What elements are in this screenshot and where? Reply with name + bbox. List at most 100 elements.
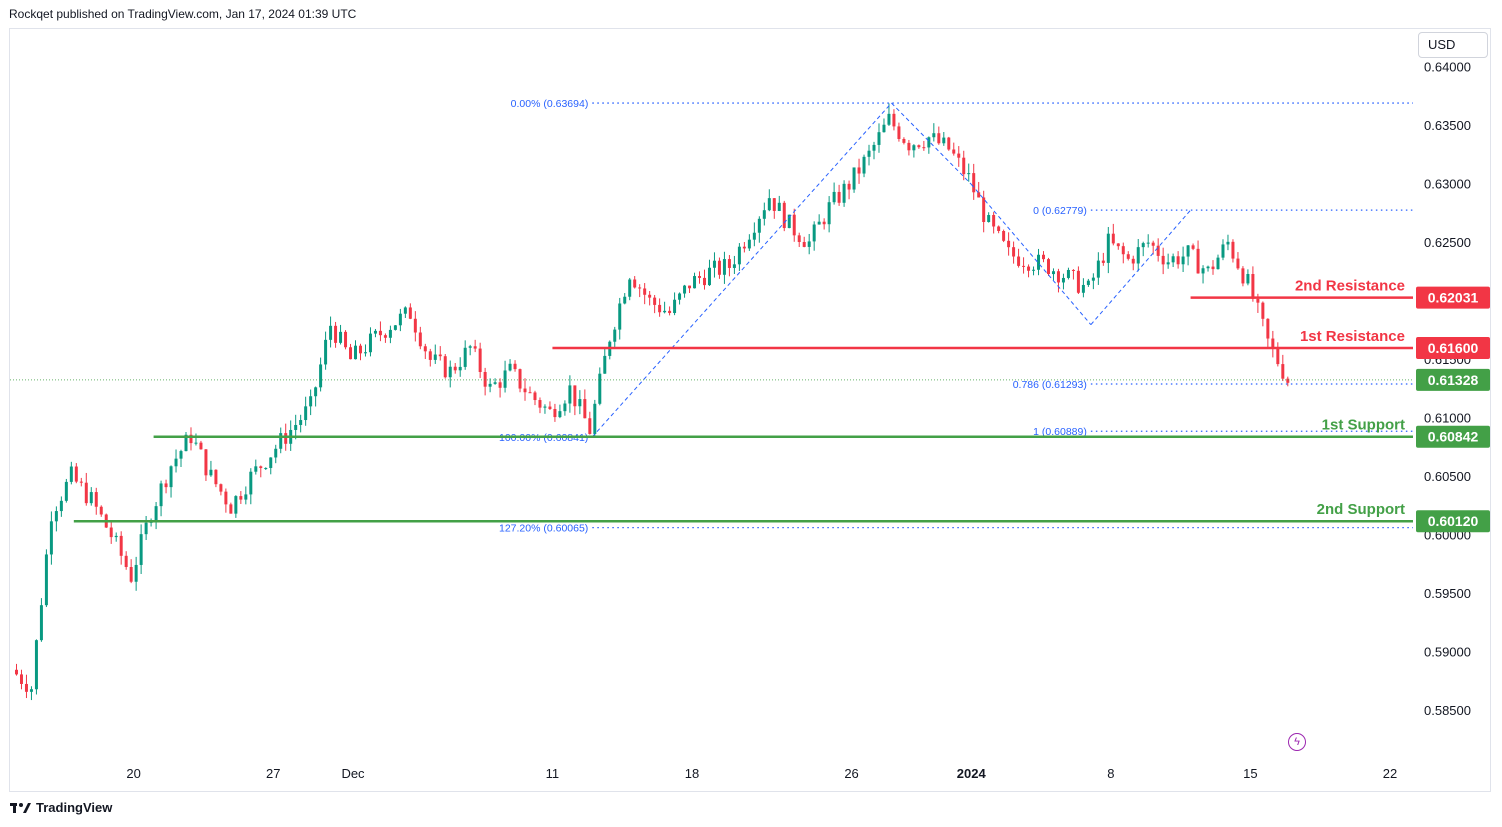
- candle-body: [623, 296, 627, 304]
- candle-body: [583, 399, 587, 419]
- candle-body: [782, 202, 786, 229]
- candle-body: [588, 418, 592, 434]
- candle-body: [483, 371, 487, 387]
- candle-body: [1266, 318, 1270, 339]
- candle-body: [239, 496, 243, 500]
- level-price-tag: [1416, 425, 1490, 448]
- candle-body: [683, 285, 687, 294]
- candle-body: [762, 210, 766, 219]
- candle-body: [1076, 270, 1080, 293]
- candle-body: [852, 167, 856, 190]
- candle-body: [428, 351, 432, 360]
- level-name: 2nd Resistance: [1295, 278, 1405, 295]
- candle-body: [1256, 298, 1260, 303]
- level-price-label: 0.62031: [1428, 290, 1479, 306]
- x-tick-label: 8: [1107, 766, 1114, 781]
- candle-body: [1071, 269, 1075, 271]
- candle-body: [324, 339, 328, 365]
- candle-body: [219, 484, 223, 492]
- candle-body: [932, 133, 936, 138]
- fib-swing-line: [591, 102, 892, 438]
- candle-body: [1007, 240, 1011, 248]
- candle-body: [702, 277, 706, 286]
- candle-body: [877, 132, 881, 145]
- candle-body: [1042, 254, 1046, 260]
- candle-body: [354, 345, 358, 360]
- y-tick-label: 0.59000: [1424, 644, 1471, 659]
- candle-body: [872, 144, 876, 151]
- candle-body: [523, 388, 527, 393]
- candle-body: [164, 483, 168, 488]
- tradingview-footer[interactable]: TradingView: [10, 800, 112, 815]
- candle-body: [438, 354, 442, 357]
- candle-body: [508, 363, 512, 371]
- candle-body: [987, 215, 991, 223]
- x-tick-label: 2024: [957, 766, 987, 781]
- candle-body: [957, 153, 961, 158]
- candle-body: [1181, 256, 1185, 265]
- candle-body: [902, 138, 906, 143]
- candle-body: [1116, 243, 1120, 247]
- candle-body: [413, 318, 417, 333]
- candle-body: [847, 183, 851, 190]
- publish-attribution: Rockqet published on TradingView.com, Ja…: [9, 7, 357, 21]
- x-tick-label: 27: [266, 766, 280, 781]
- candle-body: [732, 264, 736, 268]
- candle-body: [997, 226, 1001, 232]
- candle-body: [1286, 378, 1290, 383]
- candle-body: [533, 392, 537, 401]
- candle-body: [777, 202, 781, 211]
- candle-body: [603, 355, 607, 374]
- candle-body: [189, 434, 193, 444]
- currency-selector[interactable]: USD: [1418, 32, 1488, 58]
- candle-body: [368, 333, 372, 353]
- candle-body: [1056, 271, 1060, 283]
- candle-body: [857, 167, 861, 174]
- candle-body: [478, 348, 482, 372]
- y-tick-label: 0.62500: [1424, 235, 1471, 250]
- level-name: 1st Resistance: [1300, 328, 1405, 345]
- candle-body: [209, 469, 213, 476]
- candle-body: [363, 352, 367, 354]
- candle-body: [912, 145, 916, 151]
- candle-body: [568, 385, 572, 404]
- current-price-label: 0.61328: [1428, 372, 1479, 388]
- candle-body: [1081, 284, 1085, 293]
- fib-swing-line: [891, 102, 972, 185]
- candle-body: [358, 345, 362, 354]
- footer-brand: TradingView: [36, 800, 113, 815]
- candle-body: [179, 451, 183, 459]
- candle-body: [862, 156, 866, 174]
- candle-body: [543, 406, 547, 408]
- candle-body: [1066, 269, 1070, 278]
- candle-body: [1012, 247, 1016, 257]
- y-tick-label: 0.63500: [1424, 118, 1471, 133]
- candle-body: [668, 310, 672, 314]
- candle-body: [1091, 277, 1095, 281]
- fib-level-label: 1 (0.60889): [1033, 426, 1087, 438]
- candle-body: [249, 471, 253, 495]
- x-tick-label: 20: [126, 766, 140, 781]
- candle-body: [44, 554, 48, 606]
- candle-body: [378, 330, 382, 336]
- candle-body: [254, 466, 258, 472]
- candle-body: [927, 137, 931, 148]
- candle-body: [1141, 243, 1145, 248]
- candle-body: [398, 313, 402, 326]
- x-tick-label: Dec: [341, 766, 365, 781]
- price-chart[interactable]: 0.640000.635000.630000.625000.620000.615…: [0, 0, 1502, 795]
- candle-body: [1121, 246, 1125, 255]
- candle-body: [737, 246, 741, 265]
- candle-body: [752, 232, 756, 240]
- candle-body: [493, 382, 497, 384]
- candle-body: [573, 385, 577, 407]
- candle-body: [174, 458, 178, 467]
- candle-body: [443, 356, 447, 378]
- candle-body: [418, 332, 422, 347]
- lightning-icon[interactable]: ϟ: [1288, 733, 1306, 751]
- fib-level-label: 0.786 (0.61293): [1013, 379, 1087, 391]
- candle-body: [279, 433, 283, 449]
- candle-body: [792, 214, 796, 236]
- candle-body: [119, 535, 123, 556]
- candle-body: [1156, 245, 1160, 256]
